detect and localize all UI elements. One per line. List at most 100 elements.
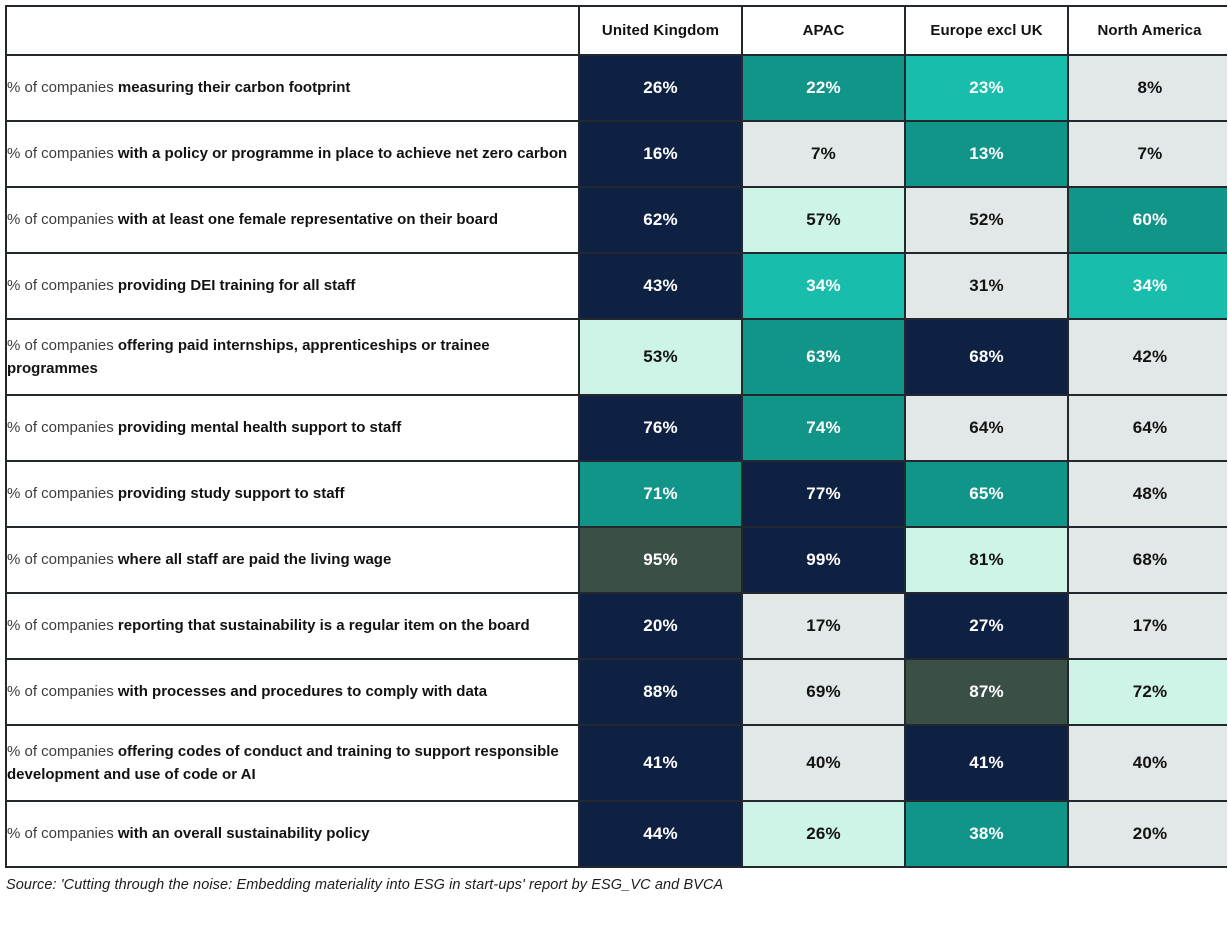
row-label-prefix: % of companies (7, 79, 118, 97)
row-label-prefix: % of companies (7, 485, 118, 503)
heatmap-cell: 62% (578, 186, 743, 254)
heatmap-cell: 99% (741, 526, 906, 594)
table-container: United Kingdom APAC Europe excl UK North… (5, 5, 1227, 868)
heatmap-cell: 16% (578, 120, 743, 188)
row-label-prefix: % of companies (7, 211, 118, 229)
heatmap-cell: 71% (578, 460, 743, 528)
heatmap-cell: 64% (1067, 394, 1227, 462)
table-row: % of companies providing study support t… (5, 460, 1227, 528)
row-label-prefix: % of companies (7, 419, 118, 437)
heatmap-cell: 60% (1067, 186, 1227, 254)
row-label-prefix: % of companies (7, 277, 118, 295)
heatmap-cell: 22% (741, 54, 906, 122)
row-label-prefix: % of companies (7, 825, 118, 843)
row-label: % of companies offering codes of conduct… (5, 724, 580, 802)
heatmap-cell: 48% (1067, 460, 1227, 528)
heatmap-cell: 65% (904, 460, 1069, 528)
heatmap-cell: 13% (904, 120, 1069, 188)
heatmap-cell: 41% (904, 724, 1069, 802)
heatmap-cell: 88% (578, 658, 743, 726)
heatmap-cell: 72% (1067, 658, 1227, 726)
table-row: % of companies offering paid internships… (5, 318, 1227, 396)
heatmap-cell: 76% (578, 394, 743, 462)
row-label-prefix: % of companies (7, 742, 118, 760)
heatmap-cell: 27% (904, 592, 1069, 660)
heatmap-cell: 52% (904, 186, 1069, 254)
row-label: % of companies with processes and proced… (5, 658, 580, 726)
header-row: United Kingdom APAC Europe excl UK North… (5, 5, 1227, 56)
heatmap-cell: 40% (1067, 724, 1227, 802)
row-label: % of companies with a policy or programm… (5, 120, 580, 188)
heatmap-cell: 8% (1067, 54, 1227, 122)
heatmap-cell: 68% (904, 318, 1069, 396)
row-label: % of companies providing DEI training fo… (5, 252, 580, 320)
heatmap-cell: 31% (904, 252, 1069, 320)
heatmap-cell: 77% (741, 460, 906, 528)
row-label-emphasis: providing mental health support to staff (117, 419, 402, 437)
corner-cell (5, 5, 580, 56)
table-row: % of companies with at least one female … (5, 186, 1227, 254)
row-label-emphasis: with a policy or programme in place to a… (117, 145, 568, 163)
row-label-prefix: % of companies (7, 145, 118, 163)
heatmap-cell: 20% (578, 592, 743, 660)
row-label-emphasis: offering codes of conduct and training t… (7, 742, 559, 783)
heatmap-cell: 68% (1067, 526, 1227, 594)
heatmap-cell: 41% (578, 724, 743, 802)
column-header-north-america: North America (1067, 5, 1227, 56)
heatmap-cell: 74% (741, 394, 906, 462)
table-body: % of companies measuring their carbon fo… (5, 54, 1227, 868)
row-label-prefix: % of companies (7, 551, 118, 569)
row-label-emphasis: providing DEI training for all staff (117, 277, 356, 295)
row-label-prefix: % of companies (7, 683, 118, 701)
row-label-emphasis: with an overall sustainability policy (117, 825, 370, 843)
row-label-emphasis: providing study support to staff (117, 485, 345, 503)
heatmap-cell: 26% (741, 800, 906, 868)
esg-heatmap-table: United Kingdom APAC Europe excl UK North… (5, 5, 1227, 868)
table-row: % of companies where all staff are paid … (5, 526, 1227, 594)
heatmap-cell: 17% (741, 592, 906, 660)
row-label-emphasis: offering paid internships, apprenticeshi… (7, 336, 490, 377)
table-row: % of companies providing mental health s… (5, 394, 1227, 462)
heatmap-cell: 17% (1067, 592, 1227, 660)
table-row: % of companies with an overall sustainab… (5, 800, 1227, 868)
heatmap-cell: 69% (741, 658, 906, 726)
table-row: % of companies with a policy or programm… (5, 120, 1227, 188)
heatmap-cell: 42% (1067, 318, 1227, 396)
column-header-apac: APAC (741, 5, 906, 56)
source-caption: Source: 'Cutting through the noise: Embe… (6, 877, 724, 893)
heatmap-cell: 44% (578, 800, 743, 868)
table-row: % of companies providing DEI training fo… (5, 252, 1227, 320)
row-label-emphasis: with at least one female representative … (117, 211, 498, 229)
row-label: % of companies with an overall sustainab… (5, 800, 580, 868)
heatmap-cell: 26% (578, 54, 743, 122)
heatmap-cell: 23% (904, 54, 1069, 122)
row-label-prefix: % of companies (7, 336, 118, 354)
row-label-emphasis: reporting that sustainability is a regul… (117, 617, 530, 635)
table-row: % of companies with processes and proced… (5, 658, 1227, 726)
heatmap-cell: 64% (904, 394, 1069, 462)
heatmap-cell: 7% (1067, 120, 1227, 188)
column-header-europe-excl-uk: Europe excl UK (904, 5, 1069, 56)
row-label: % of companies with at least one female … (5, 186, 580, 254)
row-label-emphasis: where all staff are paid the living wage (117, 551, 392, 569)
table-row: % of companies reporting that sustainabi… (5, 592, 1227, 660)
table-row: % of companies offering codes of conduct… (5, 724, 1227, 802)
heatmap-cell: 43% (578, 252, 743, 320)
heatmap-cell: 20% (1067, 800, 1227, 868)
table-row: % of companies measuring their carbon fo… (5, 54, 1227, 122)
row-label-prefix: % of companies (7, 617, 118, 635)
heatmap-cell: 81% (904, 526, 1069, 594)
row-label: % of companies offering paid internships… (5, 318, 580, 396)
heatmap-cell: 40% (741, 724, 906, 802)
row-label-emphasis: with processes and procedures to comply … (117, 683, 488, 701)
row-label: % of companies providing mental health s… (5, 394, 580, 462)
heatmap-cell: 95% (578, 526, 743, 594)
row-label-emphasis: measuring their carbon footprint (117, 79, 351, 97)
row-label: % of companies providing study support t… (5, 460, 580, 528)
heatmap-cell: 57% (741, 186, 906, 254)
heatmap-cell: 38% (904, 800, 1069, 868)
heatmap-cell: 7% (741, 120, 906, 188)
heatmap-cell: 34% (1067, 252, 1227, 320)
row-label: % of companies reporting that sustainabi… (5, 592, 580, 660)
